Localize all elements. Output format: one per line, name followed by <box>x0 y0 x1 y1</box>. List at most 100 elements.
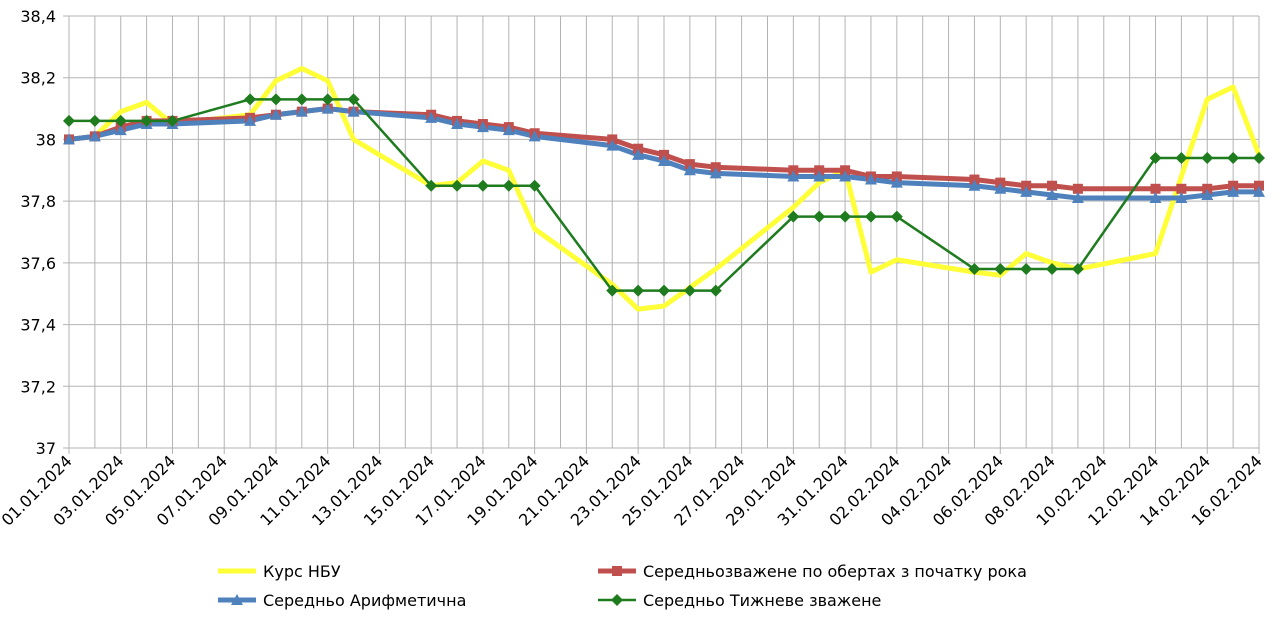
marker <box>710 162 721 173</box>
marker <box>890 210 903 223</box>
marker <box>502 179 515 192</box>
y-tick-label: 38,2 <box>20 69 56 88</box>
y-tick-label: 37,8 <box>20 192 56 211</box>
marker <box>347 105 360 117</box>
marker <box>114 114 127 127</box>
marker <box>1253 151 1265 164</box>
y-tick-label: 37,4 <box>20 316 56 335</box>
marker <box>88 114 101 127</box>
marker <box>1201 151 1214 164</box>
marker <box>88 130 101 142</box>
marker <box>1021 180 1032 191</box>
marker <box>502 124 515 136</box>
marker <box>347 93 360 106</box>
marker <box>607 134 618 145</box>
marker <box>864 173 877 185</box>
marker <box>231 594 243 605</box>
marker <box>1227 151 1240 164</box>
marker <box>658 155 670 167</box>
marker <box>995 177 1006 188</box>
marker <box>1020 185 1033 197</box>
marker <box>788 165 799 176</box>
marker <box>1149 151 1162 164</box>
marker <box>709 167 722 179</box>
marker <box>1175 151 1188 164</box>
marker <box>1071 192 1084 204</box>
marker <box>994 182 1007 194</box>
marker <box>244 93 257 106</box>
marker <box>968 179 981 191</box>
marker <box>295 93 308 106</box>
legend-label: Середньо Тижневе зважене <box>643 591 881 610</box>
marker <box>891 171 902 182</box>
marker <box>1046 263 1059 276</box>
marker <box>659 149 669 160</box>
marker <box>968 263 981 276</box>
marker <box>425 179 438 192</box>
marker <box>606 139 619 151</box>
marker <box>451 118 464 129</box>
marker <box>1228 180 1239 191</box>
marker <box>528 179 541 192</box>
marker <box>813 210 826 223</box>
marker <box>321 102 334 114</box>
marker <box>1046 188 1059 200</box>
series-line <box>68 65 1262 312</box>
marker <box>1020 263 1033 276</box>
marker <box>1227 185 1240 197</box>
legend-label: Середньо Арифметична <box>263 591 466 610</box>
marker <box>1149 192 1162 204</box>
marker <box>969 174 980 185</box>
y-tick-label: 37 <box>36 439 56 458</box>
marker <box>684 159 695 170</box>
marker <box>244 114 257 126</box>
marker <box>839 170 852 182</box>
marker <box>683 284 696 297</box>
marker <box>611 594 623 606</box>
marker <box>166 114 179 127</box>
marker <box>269 93 282 106</box>
y-tick-label: 38 <box>36 130 56 149</box>
marker <box>633 143 644 154</box>
marker <box>63 133 75 145</box>
marker <box>1175 192 1188 204</box>
marker <box>612 566 622 576</box>
y-tick-label: 37,2 <box>20 377 56 396</box>
marker <box>606 284 619 297</box>
marker <box>528 130 541 142</box>
legend-label: Середньозважене по обертах з початку рок… <box>643 562 1027 581</box>
marker <box>787 210 800 223</box>
marker <box>476 179 489 192</box>
marker <box>1047 180 1058 191</box>
marker <box>683 164 696 176</box>
marker <box>632 148 645 160</box>
legend-label: Курс НБУ <box>263 562 341 581</box>
marker <box>632 284 645 297</box>
marker <box>814 165 825 176</box>
marker <box>1176 183 1187 194</box>
marker <box>295 105 308 117</box>
marker <box>709 284 722 297</box>
marker <box>1254 180 1264 191</box>
y-tick-label: 38,4 <box>20 7 56 26</box>
marker <box>63 114 75 127</box>
marker <box>451 179 464 192</box>
marker <box>269 108 282 120</box>
marker <box>1202 183 1213 194</box>
marker <box>1150 183 1161 194</box>
marker <box>839 210 852 223</box>
marker <box>813 170 826 182</box>
marker <box>140 114 153 127</box>
marker <box>787 170 800 182</box>
marker <box>114 124 127 136</box>
marker <box>321 93 334 106</box>
marker <box>1071 263 1084 276</box>
marker <box>840 165 851 176</box>
y-tick-label: 37,6 <box>20 254 56 273</box>
marker <box>476 121 489 133</box>
marker <box>994 263 1007 276</box>
marker <box>1072 183 1083 194</box>
marker <box>1201 188 1214 200</box>
marker <box>890 176 903 188</box>
